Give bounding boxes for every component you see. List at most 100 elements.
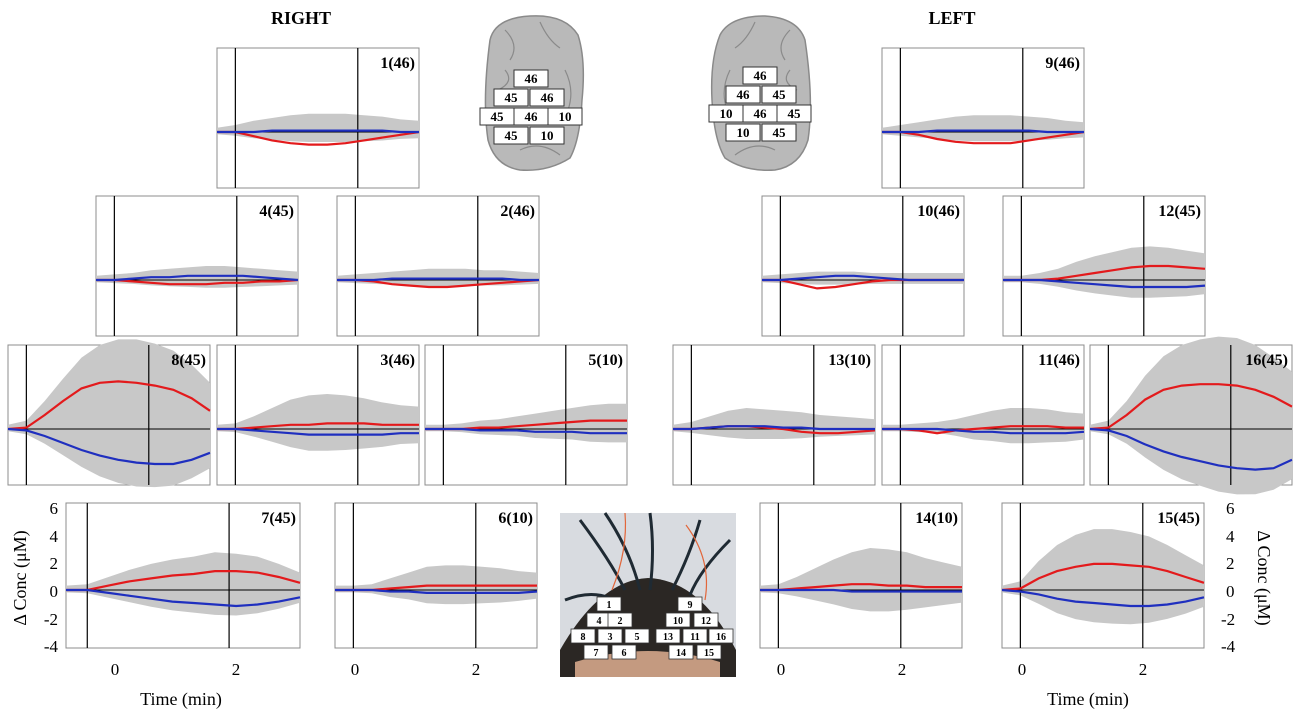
panel-title: 16(45) xyxy=(1245,352,1288,369)
series-hbo-line xyxy=(96,278,299,286)
series-hbr-line xyxy=(7,427,211,466)
std-band xyxy=(1090,336,1292,495)
std-band xyxy=(673,408,875,439)
channel-label: 9 xyxy=(688,600,693,611)
ytick-right-6: 6 xyxy=(1226,499,1235,518)
channel-label-box: 4 xyxy=(586,612,612,628)
xtick-p14-0: 0 xyxy=(777,660,786,679)
series-hbr-line xyxy=(66,588,301,608)
region-label: 10 xyxy=(737,125,750,140)
channel-label-box: 9 xyxy=(677,596,703,612)
series-hbr-line xyxy=(335,588,538,595)
channel-label: 6 xyxy=(622,648,627,659)
region-label: 45 xyxy=(773,125,787,140)
panel-title: 11(46) xyxy=(1038,352,1080,369)
panel-title: 3(46) xyxy=(380,352,415,369)
region-label: 10 xyxy=(720,106,733,121)
region-label: 45 xyxy=(788,106,802,121)
xtick-p6-2: 2 xyxy=(472,660,481,679)
photo-cables xyxy=(564,512,732,602)
region-label: 10 xyxy=(541,128,554,143)
channel-label-box: 5 xyxy=(624,628,650,644)
channel-label-frame xyxy=(583,644,609,660)
region-label-box: 46 xyxy=(742,66,778,85)
region-label-frame xyxy=(493,126,529,145)
series-hbr-line xyxy=(882,427,1085,435)
channel-label-frame xyxy=(693,612,719,628)
series-hbo-line xyxy=(760,583,962,592)
channel-label: 15 xyxy=(704,648,714,659)
region-label: 46 xyxy=(737,87,751,102)
region-label: 46 xyxy=(754,68,768,83)
region-label: 45 xyxy=(491,109,505,124)
panel-title: 9(46) xyxy=(1045,55,1080,72)
series-hbr-line xyxy=(1089,427,1293,471)
channel-label-box: 8 xyxy=(570,628,596,644)
channel-label-frame xyxy=(611,644,637,660)
series-hbr-line xyxy=(96,274,299,282)
region-label: 46 xyxy=(754,106,768,121)
panel-9-46: 9(46) xyxy=(881,47,1085,189)
region-label-frame xyxy=(513,69,549,88)
std-band xyxy=(882,408,1084,444)
region-label-box: 46 xyxy=(513,107,549,126)
channel-label: 13 xyxy=(663,632,673,643)
channel-label-box: 14 xyxy=(668,644,694,660)
panel-frame xyxy=(761,195,965,337)
panel-10-46: 10(46) xyxy=(761,195,965,337)
std-band xyxy=(760,548,962,612)
panel-1-46: 1(46) xyxy=(216,47,420,189)
panel-title: 1(46) xyxy=(380,55,415,72)
region-label: 46 xyxy=(541,90,555,105)
region-label-frame xyxy=(761,85,797,104)
photo-orange-cables xyxy=(611,512,708,601)
region-label: 46 xyxy=(525,71,539,86)
series-hbo-line xyxy=(882,130,1085,145)
ytick-right-2: 2 xyxy=(1226,554,1235,573)
panel-title: 12(45) xyxy=(1158,203,1201,220)
series-hbo-line xyxy=(7,380,211,431)
brain-left-sulci xyxy=(723,21,798,156)
xtick-p15-2: 2 xyxy=(1139,660,1148,679)
region-label-box: 10 xyxy=(529,126,565,145)
region-label-frame xyxy=(776,104,812,123)
region-label-box: 45 xyxy=(493,88,529,107)
panel-16-45: 16(45) xyxy=(1089,336,1293,495)
xtick-p7-2: 2 xyxy=(232,660,241,679)
channel-label-box: 16 xyxy=(708,628,734,644)
panel-title: 15(45) xyxy=(1157,510,1200,527)
channel-label-frame xyxy=(708,628,734,644)
panel-title: 5(10) xyxy=(588,352,623,369)
channel-label-box: 3 xyxy=(597,628,623,644)
channel-label-box: 13 xyxy=(655,628,681,644)
std-band xyxy=(882,115,1084,142)
region-label: 45 xyxy=(505,90,519,105)
std-band xyxy=(1002,529,1204,625)
channel-label: 3 xyxy=(608,632,613,643)
channel-label: 14 xyxy=(676,648,686,659)
channel-label: 7 xyxy=(594,648,599,659)
channel-label: 1 xyxy=(607,600,612,611)
xtick-p7-0: 0 xyxy=(111,660,120,679)
series-hbr-line xyxy=(762,274,964,282)
region-label-frame xyxy=(725,123,761,142)
series-hbr-line xyxy=(217,427,419,436)
panel-11-46: 11(46) xyxy=(881,344,1085,486)
channel-label-box: 7 xyxy=(583,644,609,660)
ytick-left-neg2: -2 xyxy=(44,610,58,629)
channel-label-box: 11 xyxy=(682,628,708,644)
ytick-right-4: 4 xyxy=(1226,527,1235,546)
panels-layer: 1(46) 9(46) 4(45) 2(46) 10(46) 12(45) 8(45) 3(4… xyxy=(7,47,1293,649)
std-band xyxy=(8,339,210,488)
panel-frame xyxy=(336,195,540,337)
panel-frame xyxy=(95,195,299,337)
headset-channel-labels: 1 9 4 2 10 12 8 3 5 13 11 16 7 6 14 15 xyxy=(570,596,734,660)
ytick-right-0: 0 xyxy=(1226,582,1235,601)
channel-label: 4 xyxy=(597,616,602,627)
header-left: LEFT xyxy=(928,8,975,28)
xtick-p15-0: 0 xyxy=(1018,660,1027,679)
panel-3-46: 3(46) xyxy=(216,344,420,486)
panel-title: 8(45) xyxy=(171,352,206,369)
y-ticks-left: 6 4 2 0 -2 -4 xyxy=(44,499,59,656)
